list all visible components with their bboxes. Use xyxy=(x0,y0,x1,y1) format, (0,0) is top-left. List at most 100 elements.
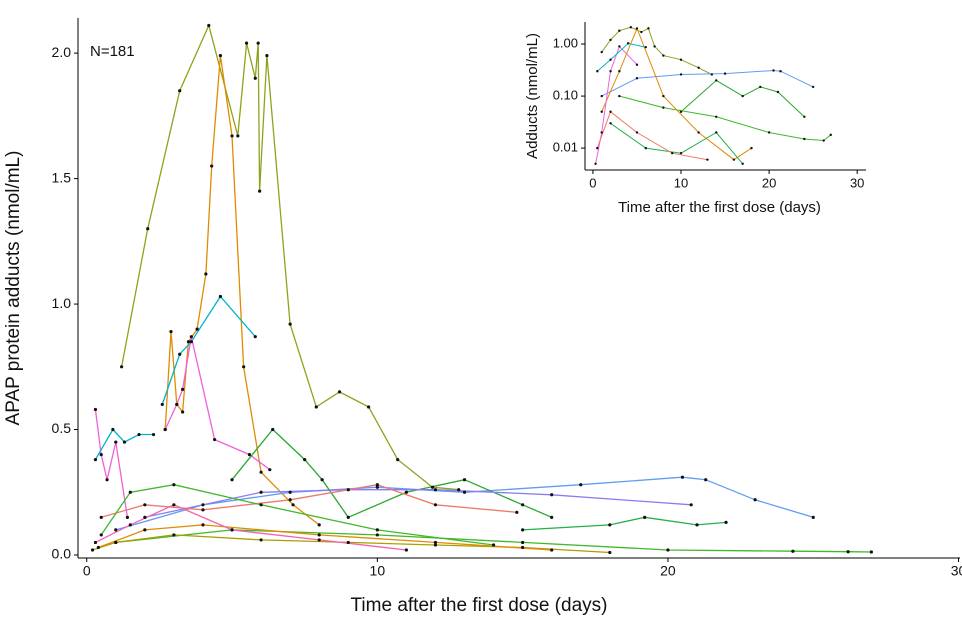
data-point xyxy=(114,440,118,444)
data-point xyxy=(433,540,438,545)
data-point xyxy=(791,549,795,553)
data-point xyxy=(375,533,379,537)
data-point xyxy=(244,41,249,45)
x-axis-title: Time after the first dose (days) xyxy=(618,199,821,216)
y-tick-label: 1.00 xyxy=(553,35,578,50)
data-point xyxy=(175,402,179,407)
data-point xyxy=(303,458,307,462)
data-point xyxy=(640,30,643,34)
x-tick-label: 10 xyxy=(370,563,386,579)
data-point xyxy=(430,485,435,489)
x-tick-label: 30 xyxy=(951,563,962,579)
y-tick-label: 1.5 xyxy=(52,169,72,185)
data-point xyxy=(433,488,438,492)
data-point xyxy=(253,335,257,339)
data-point xyxy=(189,335,193,339)
x-tick-label: 20 xyxy=(660,563,676,579)
data-point xyxy=(635,131,639,134)
data-point xyxy=(317,523,321,527)
data-point xyxy=(600,50,603,54)
data-point xyxy=(288,490,292,494)
data-point xyxy=(433,503,438,507)
data-point xyxy=(186,340,191,344)
data-point xyxy=(609,58,612,61)
y-tick-label: 1.0 xyxy=(52,295,72,311)
data-point xyxy=(346,540,350,545)
data-point xyxy=(462,478,467,482)
data-point xyxy=(160,402,164,407)
series-line xyxy=(164,55,320,526)
data-point xyxy=(491,543,496,547)
data-point xyxy=(337,390,342,394)
x-tick-label: 10 xyxy=(674,175,688,190)
data-point xyxy=(93,407,98,412)
series-line xyxy=(144,489,692,518)
data-point xyxy=(635,77,639,80)
data-point xyxy=(99,453,103,457)
data-point xyxy=(146,227,150,231)
series-line xyxy=(601,69,814,97)
data-point xyxy=(697,66,700,69)
data-point xyxy=(128,523,132,527)
data-point xyxy=(600,131,603,134)
data-point xyxy=(811,515,815,519)
data-point xyxy=(679,110,683,113)
data-point xyxy=(259,470,263,474)
data-point xyxy=(618,45,621,48)
data-point xyxy=(288,498,292,502)
data-point xyxy=(93,540,98,545)
series-line xyxy=(120,23,459,491)
data-point xyxy=(594,162,597,165)
data-point xyxy=(178,89,182,93)
data-point xyxy=(521,545,525,550)
data-point xyxy=(230,528,234,532)
data-point xyxy=(181,387,185,391)
data-point xyxy=(317,533,321,537)
series-line xyxy=(596,42,646,72)
series-line xyxy=(94,428,154,460)
data-point xyxy=(550,548,554,552)
data-point xyxy=(201,508,205,512)
data-point xyxy=(609,122,612,125)
data-point xyxy=(515,510,519,514)
data-point xyxy=(679,151,683,155)
data-point xyxy=(114,540,118,545)
data-point xyxy=(143,503,147,507)
data-point xyxy=(396,458,400,462)
data-point xyxy=(291,503,295,507)
data-point xyxy=(643,515,647,519)
data-point xyxy=(137,432,141,437)
x-axis-title: Time after the first dose (days) xyxy=(351,595,608,616)
series-line xyxy=(94,409,129,518)
data-point xyxy=(375,528,379,532)
data-point xyxy=(90,548,95,552)
data-point xyxy=(741,162,744,165)
series-line xyxy=(115,476,814,531)
data-point xyxy=(99,533,103,537)
data-point xyxy=(723,72,727,75)
data-point xyxy=(242,365,246,369)
series-line xyxy=(595,45,638,164)
data-point xyxy=(195,327,199,331)
series-line xyxy=(98,524,552,551)
y-tick-label: 0.01 xyxy=(553,140,578,155)
data-point xyxy=(706,158,709,161)
data-point xyxy=(759,85,762,89)
data-point xyxy=(172,503,176,507)
series-line xyxy=(596,110,708,161)
data-point xyxy=(618,70,621,73)
data-point xyxy=(596,70,599,73)
data-point xyxy=(320,478,324,482)
data-point xyxy=(119,365,124,369)
data-point xyxy=(105,478,109,482)
data-point xyxy=(404,490,408,494)
data-point xyxy=(715,131,718,134)
data-point xyxy=(367,405,371,409)
x-tick-label: 30 xyxy=(850,175,864,190)
data-point xyxy=(259,538,263,542)
x-tick-label: 0 xyxy=(83,563,91,579)
data-point xyxy=(122,440,127,444)
data-point xyxy=(317,538,321,542)
data-point xyxy=(811,85,815,89)
data-point xyxy=(697,131,700,134)
